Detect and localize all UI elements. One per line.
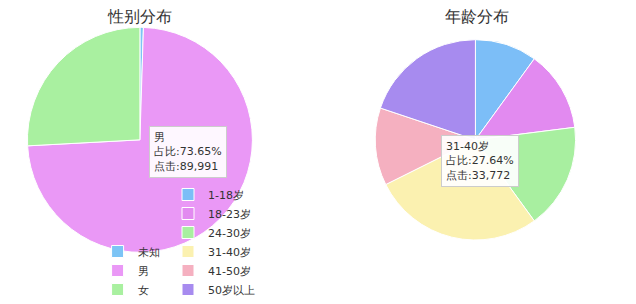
svg-text:女: 女 [138,284,149,297]
svg-text:年龄分布: 年龄分布 [445,7,509,26]
svg-text:41-50岁: 41-50岁 [208,265,251,278]
svg-text:18-23岁: 18-23岁 [208,208,251,221]
svg-text:1-18岁: 1-18岁 [208,189,244,202]
svg-text:性别分布: 性别分布 [107,7,172,26]
svg-text:24-30岁: 24-30岁 [208,227,251,240]
svg-text:31-40岁: 31-40岁 [208,246,251,259]
svg-text:男占比:73.65%点击:89,991: 男占比:73.65%点击:89,991 [154,131,222,173]
svg-text:未知: 未知 [138,246,160,259]
svg-text:50岁以上: 50岁以上 [208,284,255,297]
svg-text:男: 男 [138,265,149,278]
svg-text:31-40岁占比:27.64%点击:33,772: 31-40岁占比:27.64%点击:33,772 [446,140,514,182]
